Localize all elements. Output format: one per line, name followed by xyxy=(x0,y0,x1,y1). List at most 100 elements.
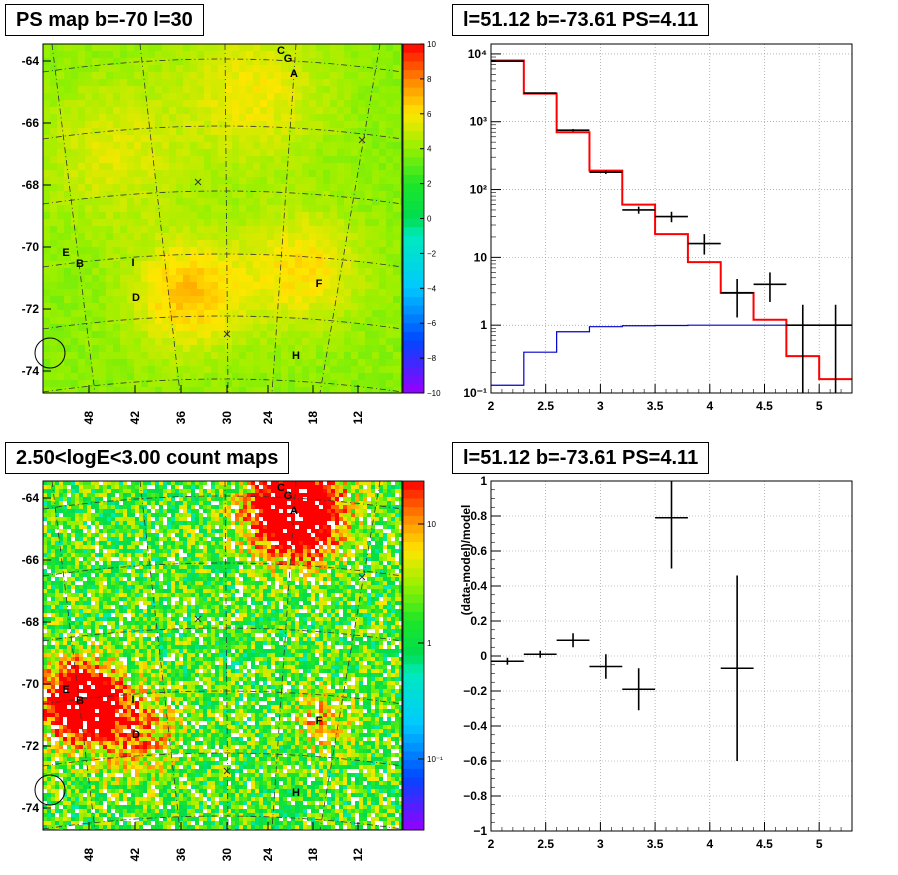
map-pixel xyxy=(43,177,50,184)
map-pixel xyxy=(319,549,323,553)
map-pixel xyxy=(299,549,303,553)
map-pixel xyxy=(95,549,99,553)
map-pixel xyxy=(295,44,302,51)
map-pixel xyxy=(155,226,162,233)
map-pixel xyxy=(71,345,78,352)
map-pixel xyxy=(43,373,50,380)
map-pixel xyxy=(295,359,302,366)
map-pixel xyxy=(235,481,239,485)
map-pixel xyxy=(347,497,351,501)
map-pixel xyxy=(148,86,155,93)
map-pixel xyxy=(393,226,400,233)
map-pixel xyxy=(363,561,367,565)
map-pixel xyxy=(223,513,227,517)
map-pixel xyxy=(151,565,155,569)
map-pixel xyxy=(162,345,169,352)
map-pixel xyxy=(99,373,106,380)
map-pixel xyxy=(119,489,123,493)
map-pixel xyxy=(372,317,379,324)
map-pixel xyxy=(295,577,299,581)
map-pixel xyxy=(135,521,139,525)
map-pixel xyxy=(359,561,363,565)
map-pixel xyxy=(59,529,63,533)
map-pixel xyxy=(191,509,195,513)
map-pixel xyxy=(302,114,309,121)
map-pixel xyxy=(363,553,367,557)
map-pixel xyxy=(50,331,57,338)
map-pixel xyxy=(263,501,267,505)
map-pixel xyxy=(323,233,330,240)
map-pixel xyxy=(147,569,151,573)
map-pixel xyxy=(95,541,99,545)
map-pixel xyxy=(330,93,337,100)
map-pixel xyxy=(379,366,386,373)
map-pixel xyxy=(83,561,87,565)
map-pixel xyxy=(246,275,253,282)
map-pixel xyxy=(387,497,391,501)
map-pixel xyxy=(63,553,67,557)
map-pixel xyxy=(253,72,260,79)
map-pixel xyxy=(99,72,106,79)
map-pixel xyxy=(393,72,400,79)
map-pixel xyxy=(375,481,379,485)
map-pixel xyxy=(271,501,275,505)
map-pixel xyxy=(303,533,307,537)
map-pixel xyxy=(279,501,283,505)
map-pixel xyxy=(190,93,197,100)
map-pixel xyxy=(95,533,99,537)
map-pixel xyxy=(99,128,106,135)
map-pixel xyxy=(351,533,355,537)
map-pixel xyxy=(43,219,50,226)
map-pixel xyxy=(295,324,302,331)
map-pixel xyxy=(113,310,120,317)
map-pixel xyxy=(197,387,204,393)
map-pixel xyxy=(57,51,64,58)
map-pixel xyxy=(64,331,71,338)
map-pixel xyxy=(211,156,218,163)
map-pixel xyxy=(372,107,379,114)
map-pixel xyxy=(183,177,190,184)
map-pixel xyxy=(281,261,288,268)
map-pixel xyxy=(139,573,143,577)
map-pixel xyxy=(59,513,63,517)
map-pixel xyxy=(115,493,119,497)
map-pixel xyxy=(167,497,171,501)
map-pixel xyxy=(274,338,281,345)
map-pixel xyxy=(63,481,67,485)
map-pixel xyxy=(371,485,375,489)
map-pixel xyxy=(92,303,99,310)
map-pixel xyxy=(344,247,351,254)
map-pixel xyxy=(120,65,127,72)
map-pixel xyxy=(395,533,399,537)
map-pixel xyxy=(197,107,204,114)
map-pixel xyxy=(343,513,347,517)
map-pixel xyxy=(337,198,344,205)
map-pixel xyxy=(372,86,379,93)
map-pixel xyxy=(367,521,371,525)
map-pixel xyxy=(316,107,323,114)
map-pixel xyxy=(113,107,120,114)
map-pixel xyxy=(267,521,271,525)
map-pixel xyxy=(363,541,367,545)
map-pixel xyxy=(123,501,127,505)
map-pixel xyxy=(120,317,127,324)
map-pixel xyxy=(162,142,169,149)
map-pixel xyxy=(219,505,223,509)
map-pixel xyxy=(195,573,199,577)
map-pixel xyxy=(367,517,371,521)
map-pixel xyxy=(387,537,391,541)
map-pixel xyxy=(83,521,87,525)
map-pixel xyxy=(171,497,175,501)
map-pixel xyxy=(351,107,358,114)
map-pixel xyxy=(339,569,343,573)
map-pixel xyxy=(78,247,85,254)
map-pixel xyxy=(379,324,386,331)
map-pixel xyxy=(295,529,299,533)
map-pixel xyxy=(151,481,155,485)
map-pixel xyxy=(50,205,57,212)
map-pixel xyxy=(295,366,302,373)
map-pixel xyxy=(155,541,159,545)
map-pixel xyxy=(225,184,232,191)
map-pixel xyxy=(51,505,55,509)
map-pixel xyxy=(211,505,215,509)
